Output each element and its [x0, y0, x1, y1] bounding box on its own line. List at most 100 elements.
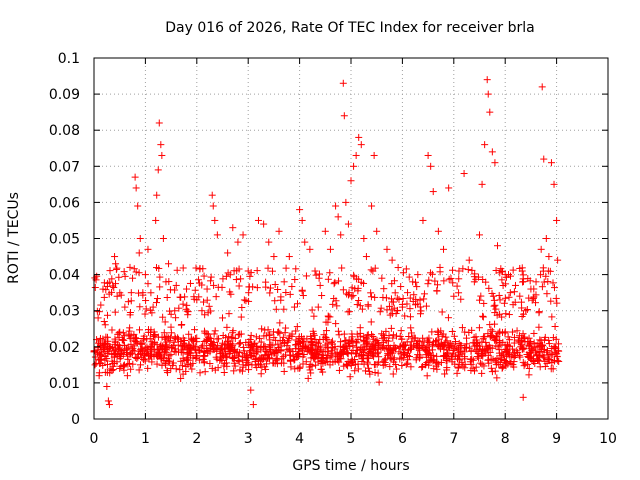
data-point	[332, 297, 340, 305]
data-point	[133, 354, 141, 362]
data-point	[303, 348, 311, 356]
data-point	[282, 289, 290, 297]
data-point	[100, 279, 108, 287]
data-point	[449, 279, 457, 287]
data-point	[441, 370, 449, 378]
data-point	[351, 367, 359, 375]
data-point	[440, 345, 448, 353]
data-point	[535, 323, 543, 331]
data-point	[354, 346, 362, 354]
data-point	[270, 334, 278, 342]
data-point	[491, 336, 499, 344]
data-point	[382, 294, 390, 302]
data-point	[406, 313, 414, 321]
data-point	[119, 336, 127, 344]
data-point	[159, 313, 167, 321]
y-tick-label: 0.08	[49, 123, 80, 139]
chart-title: Day 016 of 2026, Rate Of TEC Index for r…	[165, 20, 534, 36]
data-point	[180, 339, 188, 347]
data-point	[336, 348, 344, 356]
data-point	[280, 367, 288, 375]
data-point	[162, 348, 170, 356]
data-point	[545, 340, 553, 348]
data-point	[211, 327, 219, 335]
data-point	[497, 356, 505, 364]
data-point	[104, 360, 112, 368]
data-point	[266, 330, 274, 338]
data-point	[497, 341, 505, 349]
data-point	[452, 338, 460, 346]
data-point	[245, 366, 253, 374]
data-point	[240, 347, 248, 355]
data-point	[444, 314, 452, 322]
data-point	[467, 347, 475, 355]
data-point	[457, 295, 465, 303]
x-tick-label: 2	[192, 431, 201, 447]
data-point	[474, 273, 482, 281]
data-point	[553, 216, 561, 224]
data-point	[199, 342, 207, 350]
data-point	[186, 343, 194, 351]
data-point	[236, 339, 244, 347]
data-point	[279, 333, 287, 341]
data-point	[511, 281, 519, 289]
data-point	[213, 355, 221, 363]
data-point	[455, 346, 463, 354]
data-point	[465, 256, 473, 264]
data-point	[234, 238, 242, 246]
data-point	[434, 227, 442, 235]
data-point	[116, 289, 124, 297]
data-point	[520, 362, 528, 370]
data-point	[506, 351, 514, 359]
data-point	[226, 288, 234, 296]
data-point	[429, 188, 437, 196]
data-point	[338, 264, 346, 272]
data-point	[165, 260, 173, 268]
data-point	[406, 305, 414, 313]
data-point	[274, 348, 282, 356]
data-point	[350, 273, 358, 281]
data-point	[227, 333, 235, 341]
data-point	[223, 353, 231, 361]
data-point	[555, 340, 563, 348]
y-tick-label: 0	[71, 412, 80, 428]
data-point	[348, 293, 356, 301]
data-point	[470, 333, 478, 341]
data-point	[377, 304, 385, 312]
data-point	[271, 347, 279, 355]
data-point	[114, 341, 122, 349]
data-point	[405, 273, 413, 281]
data-point	[448, 341, 456, 349]
data-point	[535, 309, 543, 317]
data-point	[412, 356, 420, 364]
data-point	[108, 326, 116, 334]
data-point	[105, 290, 113, 298]
data-point	[95, 308, 103, 316]
data-point	[185, 330, 193, 338]
data-point	[414, 271, 422, 279]
data-point	[315, 274, 323, 282]
data-point	[314, 358, 322, 366]
data-point	[94, 314, 102, 322]
data-point	[328, 337, 336, 345]
data-point	[550, 180, 558, 188]
data-point	[426, 269, 434, 277]
data-point	[339, 79, 347, 87]
data-point	[314, 342, 322, 350]
data-point	[459, 265, 467, 273]
data-point	[151, 339, 159, 347]
data-point	[217, 344, 225, 352]
data-point	[282, 324, 290, 332]
data-point	[123, 372, 131, 380]
x-axis-label: GPS time / hours	[292, 458, 409, 474]
data-point	[219, 332, 227, 340]
data-point	[429, 338, 437, 346]
data-point	[389, 370, 397, 378]
data-point	[355, 133, 363, 141]
data-point	[551, 357, 559, 365]
data-point	[115, 273, 123, 281]
data-point	[345, 289, 353, 297]
data-point	[139, 335, 147, 343]
data-point	[295, 333, 303, 341]
data-point	[157, 141, 165, 149]
